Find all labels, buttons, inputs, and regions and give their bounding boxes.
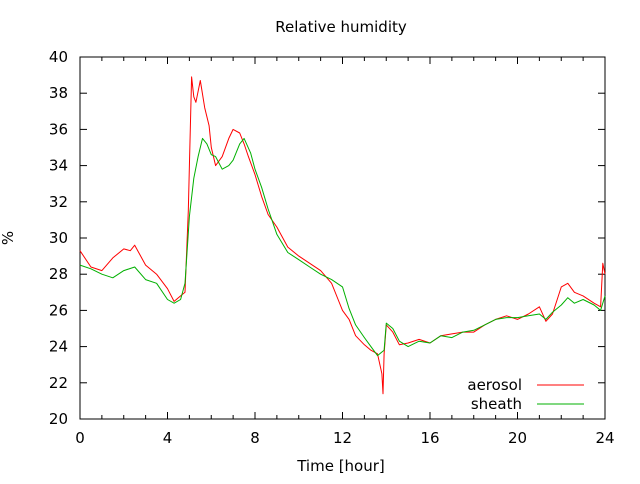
legend-label-aerosol: aerosol <box>467 376 522 394</box>
y-tick-label: 26 <box>49 301 68 319</box>
y-tick-label: 28 <box>49 265 68 283</box>
chart-title: Relative humidity <box>275 18 407 36</box>
plot-frame <box>79 56 606 420</box>
x-tick-label: 12 <box>333 429 352 447</box>
x-tick-label: 0 <box>75 429 85 447</box>
y-tick-label: 30 <box>49 229 68 247</box>
y-tick-label: 38 <box>49 84 68 102</box>
y-tick-label: 40 <box>49 48 68 66</box>
x-axis-label: Time [hour] <box>296 457 385 475</box>
series-line-sheath <box>79 137 606 357</box>
series-line-aerosol <box>79 76 606 395</box>
axis-ticks: 0 4 8 12 16 20 24 20 22 24 26 28 30 32 34 36 38 40 <box>49 48 615 447</box>
x-tick-label: 20 <box>508 429 527 447</box>
y-tick-label: 20 <box>49 410 68 428</box>
y-tick-label: 32 <box>49 193 68 211</box>
y-tick-label: 22 <box>49 374 68 392</box>
series-group <box>79 76 606 395</box>
x-tick-label: 4 <box>163 429 173 447</box>
x-tick-label: 8 <box>250 429 260 447</box>
y-axis-label: % <box>0 231 17 245</box>
legend-label-sheath: sheath <box>471 395 522 413</box>
y-tick-label: 34 <box>49 157 68 175</box>
x-tick-label: 24 <box>595 429 614 447</box>
x-tick-label: 16 <box>420 429 439 447</box>
y-tick-label: 24 <box>49 338 68 356</box>
y-tick-label: 36 <box>49 120 68 138</box>
